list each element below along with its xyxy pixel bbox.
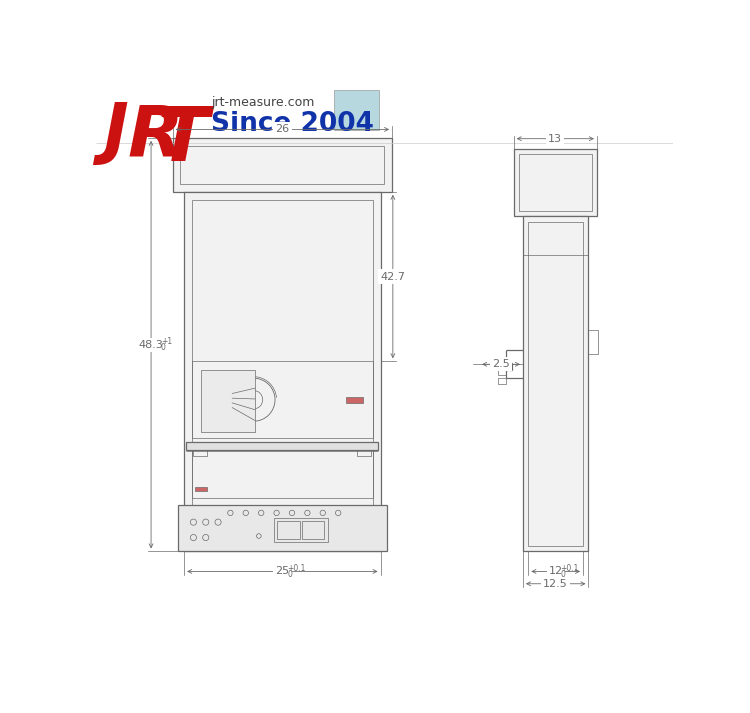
Bar xyxy=(498,358,506,364)
Bar xyxy=(192,200,373,544)
Text: 0: 0 xyxy=(287,570,292,579)
Bar xyxy=(519,154,592,211)
Text: T: T xyxy=(158,104,209,177)
Bar xyxy=(498,378,506,384)
Text: 0: 0 xyxy=(561,570,566,579)
Bar xyxy=(334,90,379,130)
Bar xyxy=(180,145,384,184)
Text: 48.3: 48.3 xyxy=(139,339,164,349)
Text: R: R xyxy=(128,103,184,172)
Bar xyxy=(187,442,378,450)
Text: 13: 13 xyxy=(548,134,562,144)
Bar xyxy=(277,520,300,539)
Bar xyxy=(498,369,506,375)
Bar xyxy=(528,222,583,546)
Text: 2.5: 2.5 xyxy=(492,359,510,369)
Bar xyxy=(192,450,373,498)
Bar xyxy=(201,371,255,432)
Text: 12: 12 xyxy=(549,566,562,576)
Text: 12.5: 12.5 xyxy=(543,579,568,589)
Text: +1: +1 xyxy=(161,337,172,346)
Bar xyxy=(274,518,328,542)
Bar xyxy=(514,149,597,217)
Bar xyxy=(523,217,589,551)
Text: +0.1: +0.1 xyxy=(561,564,579,573)
Bar xyxy=(302,520,323,539)
Bar xyxy=(178,506,387,551)
Bar xyxy=(346,396,363,403)
Bar xyxy=(358,450,371,456)
Text: 25: 25 xyxy=(275,566,290,576)
Text: Since 2004: Since 2004 xyxy=(211,111,374,137)
Bar xyxy=(195,487,206,491)
Bar xyxy=(172,138,392,192)
Bar xyxy=(184,192,380,551)
Bar xyxy=(194,450,207,456)
Text: 26: 26 xyxy=(275,125,290,135)
Text: +0.1: +0.1 xyxy=(287,564,306,573)
Text: 0: 0 xyxy=(161,343,166,352)
Bar xyxy=(192,361,373,438)
Text: jrt-measure.com: jrt-measure.com xyxy=(211,96,314,108)
Text: J: J xyxy=(104,99,128,165)
Text: 42.7: 42.7 xyxy=(380,272,405,282)
Bar xyxy=(589,330,598,354)
